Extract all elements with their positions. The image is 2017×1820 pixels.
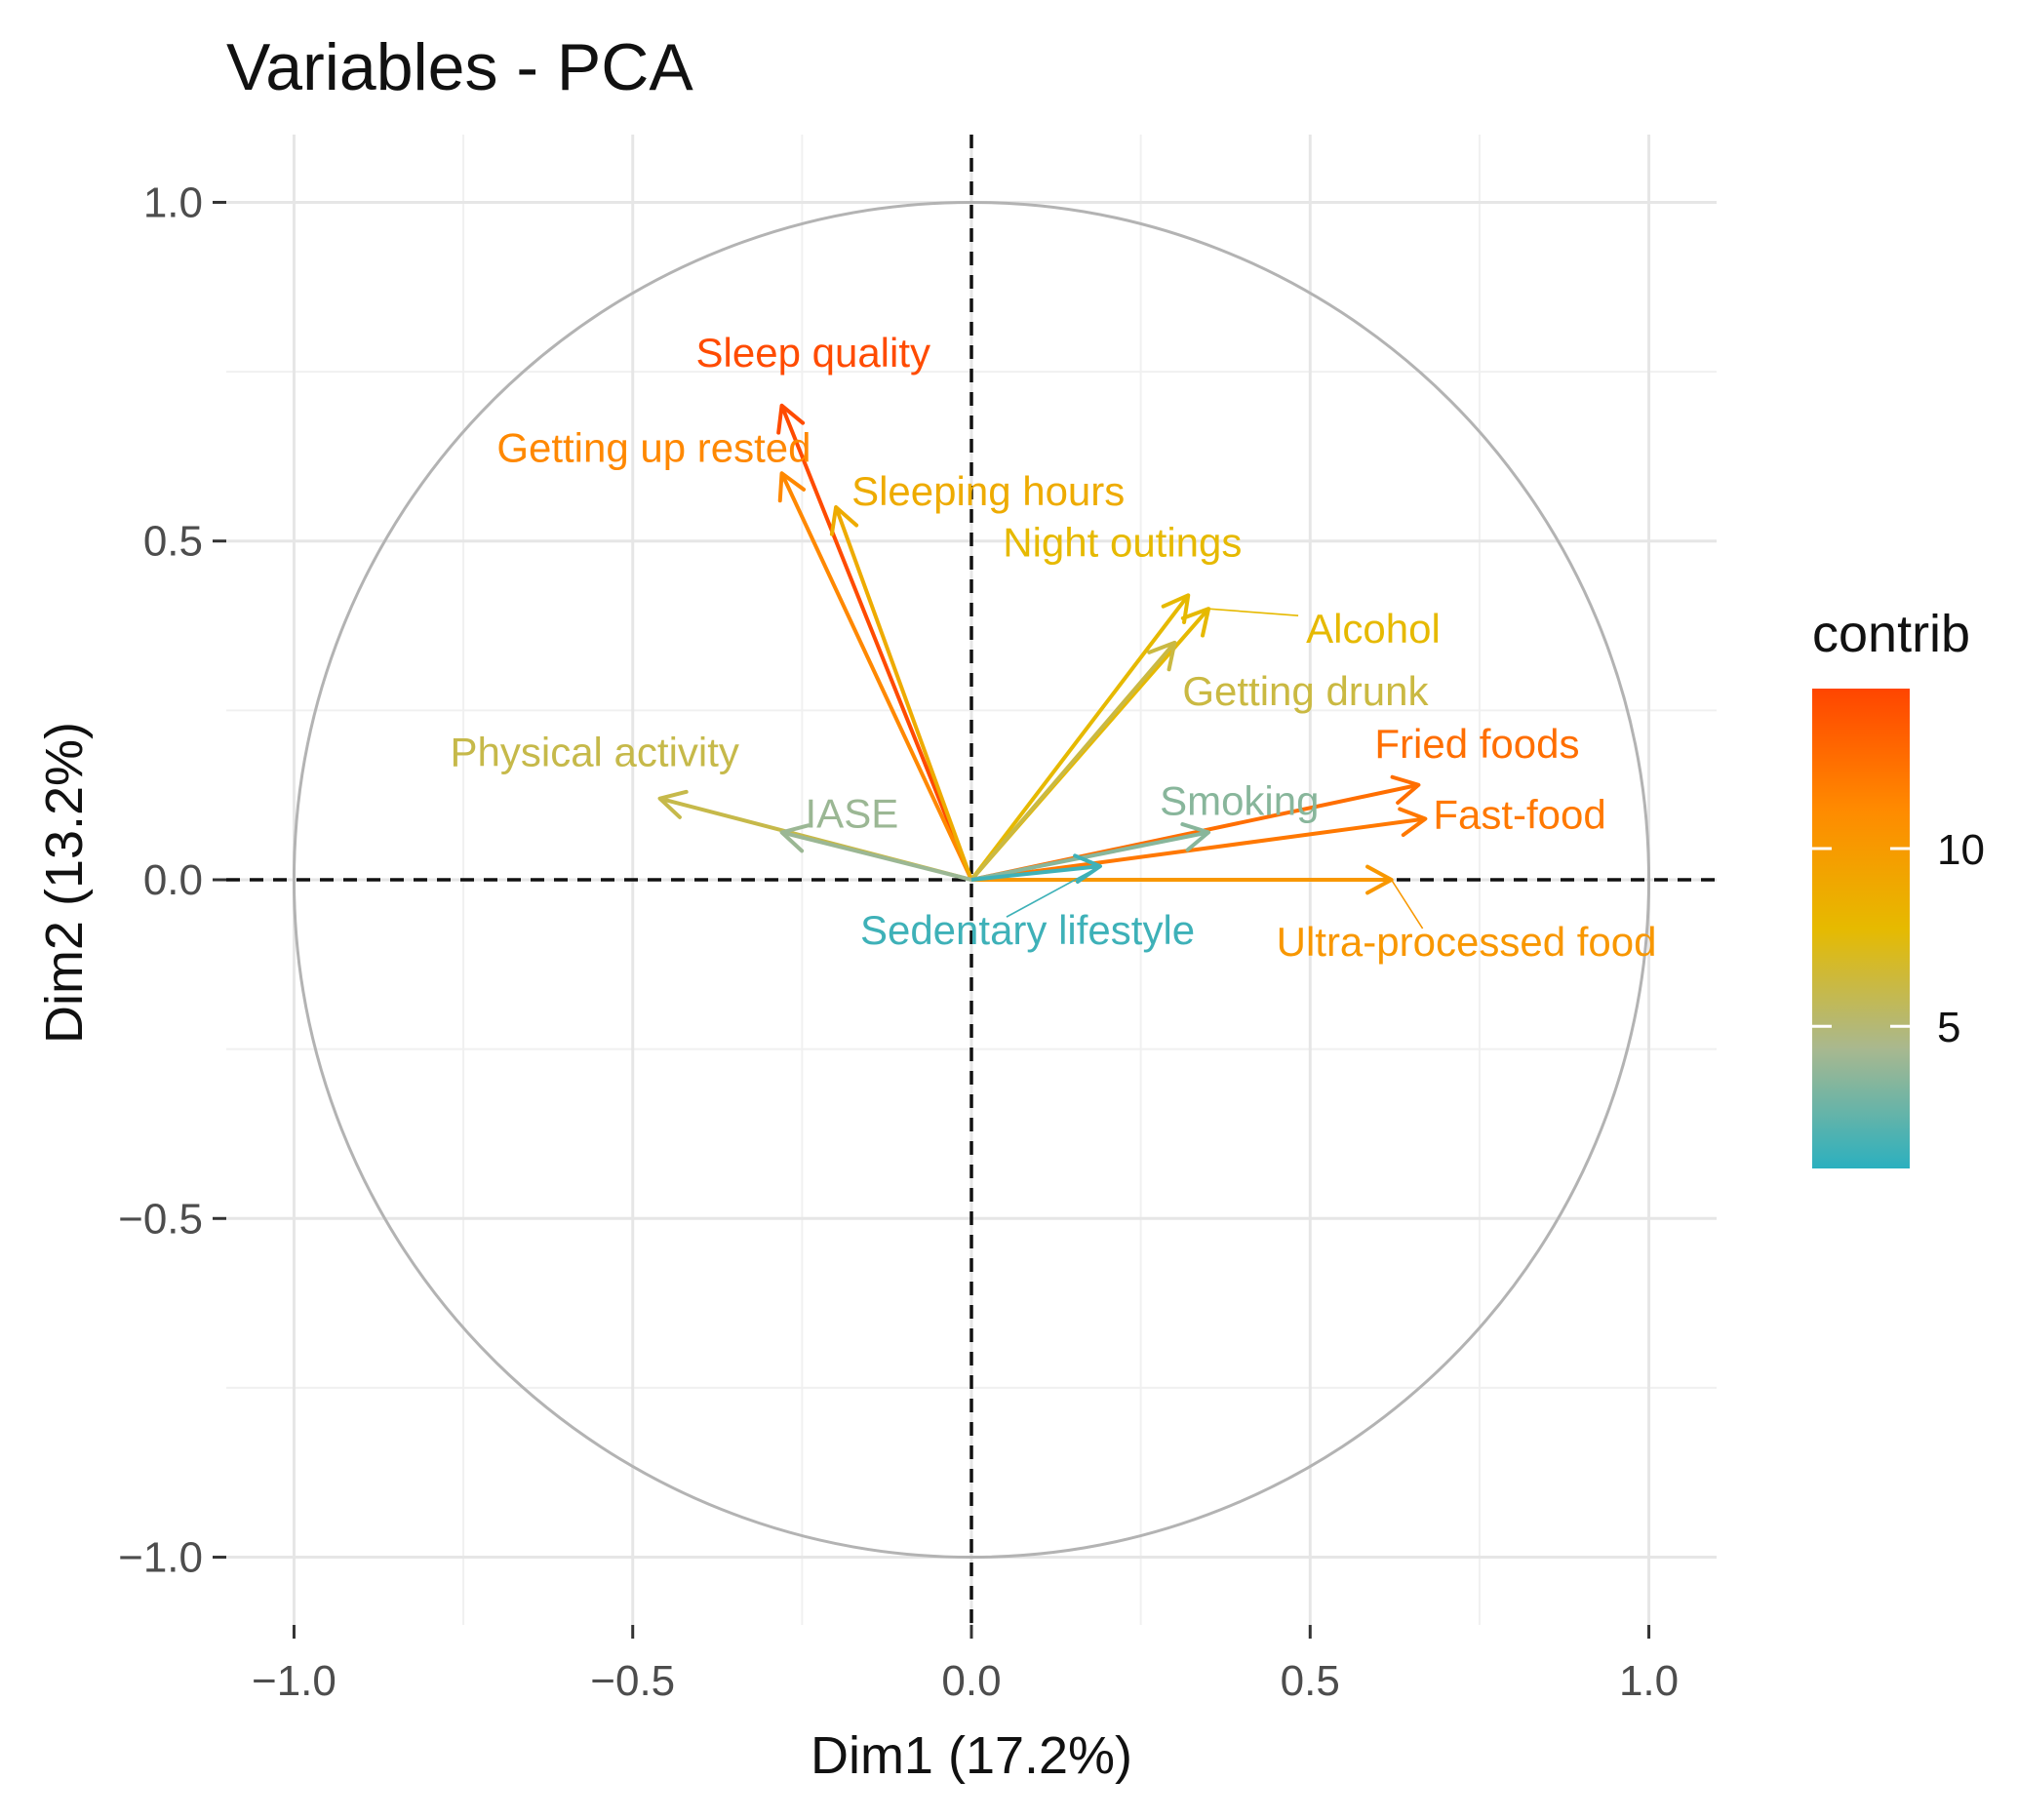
arrow-sleeping-hours [829, 505, 973, 881]
unit-circle [292, 200, 1651, 1560]
x-tick-label: 1.0 [1619, 1657, 1679, 1705]
arrow-shaft-fast-food [970, 816, 1426, 882]
legend-tick-label: 10 [1937, 826, 1985, 874]
x-tick-label: −1.0 [252, 1657, 336, 1705]
legend: contrib 5 10 [1812, 605, 1985, 1168]
arrow-getting-drunk [969, 640, 1177, 882]
arrow-sleep-quality [776, 403, 973, 881]
arrow-night-outings [969, 593, 1191, 882]
label-physical-activity: Physical activity [451, 730, 739, 775]
arrow-head-sleep-quality [776, 403, 806, 435]
arrow-shaft-sleep-quality [779, 405, 973, 881]
y-tick-label: 0.5 [143, 518, 203, 566]
y-axis-title: Dim2 (13.2%) [35, 722, 94, 1044]
label-smoking: Smoking [1160, 777, 1319, 823]
legend-title: contrib [1812, 605, 1970, 663]
arrow-iase [779, 823, 972, 882]
x-tick-label: 0.0 [941, 1657, 1001, 1705]
correlation-circle [292, 200, 1651, 1560]
label-sedentary-lifestyle: Sedentary lifestyle [860, 907, 1195, 953]
y-tick-label: 0.0 [143, 856, 203, 904]
chart-title: Variables - PCA [226, 30, 693, 104]
y-tick-label: 1.0 [143, 178, 203, 226]
legend-ticks: 5 10 [1812, 826, 1985, 1051]
legend-color-bar [1812, 689, 1910, 1168]
arrow-shaft-sedentary-lifestyle [970, 864, 1101, 882]
label-iase: IASE [806, 790, 899, 836]
label-getting-up-rested: Getting up rested [496, 424, 811, 470]
leader-sedentary-lifestyle [1006, 865, 1101, 918]
arrow-shaft-night-outings [969, 594, 1190, 882]
y-tick-label: −0.5 [118, 1195, 203, 1243]
arrow-head-night-outings [1161, 593, 1191, 624]
arrow-head-fried-foods [1390, 774, 1421, 805]
arrow-head-iase [779, 823, 811, 853]
label-ultra-processed-food: Ultra-processed food [1277, 919, 1657, 965]
arrow-shaft-getting-up-rested [779, 472, 973, 881]
leader-alcohol [1208, 608, 1299, 616]
reference-lines [226, 135, 1717, 1625]
arrow-head-fast-food [1398, 807, 1428, 838]
leader-ultra-processed-food [1390, 879, 1424, 930]
y-tick-label: −1.0 [118, 1534, 203, 1582]
arrow-fast-food [970, 807, 1428, 882]
arrow-head-physical-activity [657, 789, 689, 819]
axis-ticks: −1.0 −0.5 0.0 0.5 1.0 −1.0 −0.5 0.0 0.5 1.0 [118, 178, 1679, 1705]
label-fast-food: Fast-food [1433, 791, 1605, 837]
label-getting-drunk: Getting drunk [1182, 668, 1429, 714]
arrow-shaft-iase [781, 830, 972, 882]
label-night-outings: Night outings [1003, 519, 1242, 565]
x-tick-label: 0.5 [1281, 1657, 1340, 1705]
variable-labels: Sleep quality Getting up rested Sleeping h… [451, 330, 1657, 965]
arrow-shaft-smoking [970, 830, 1209, 882]
arrow-smoking [970, 822, 1211, 882]
label-fried-foods: Fried foods [1374, 721, 1579, 767]
label-sleep-quality: Sleep quality [696, 330, 931, 376]
arrow-head-getting-up-rested [777, 471, 807, 503]
arrow-head-sleeping-hours [829, 505, 859, 536]
label-sleeping-hours: Sleeping hours [851, 468, 1125, 514]
label-alcohol: Alcohol [1306, 606, 1441, 652]
x-tick-label: −0.5 [590, 1657, 675, 1705]
x-axis-title: Dim1 (17.2%) [811, 1726, 1132, 1785]
arrow-head-getting-drunk [1147, 640, 1177, 672]
legend-tick-label: 5 [1937, 1004, 1960, 1051]
arrow-getting-up-rested [777, 471, 973, 881]
arrow-shaft-getting-drunk [969, 641, 1176, 882]
arrow-shaft-sleeping-hours [834, 506, 973, 881]
arrow-head-smoking [1180, 822, 1211, 852]
